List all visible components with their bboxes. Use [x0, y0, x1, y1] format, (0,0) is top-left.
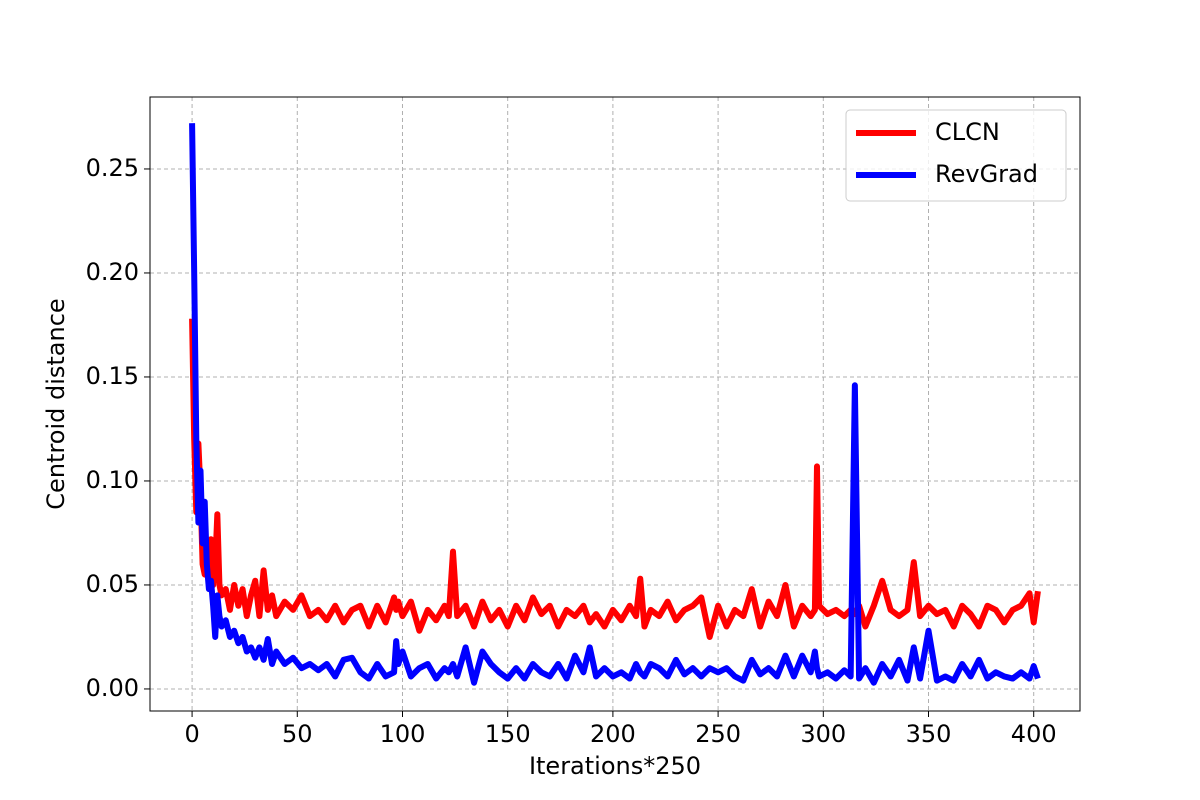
series-line: [189, 123, 1041, 686]
x-tick-label: 300: [800, 720, 846, 748]
legend-label: CLCN: [935, 118, 1000, 146]
series-line: [189, 318, 1041, 640]
y-tick-label: 0.20: [86, 258, 139, 286]
y-tick-label: 0.05: [86, 570, 139, 598]
x-tick-label: 50: [282, 720, 313, 748]
x-tick-label: 350: [906, 720, 952, 748]
x-tick-label: 150: [485, 720, 531, 748]
x-tick-label: 0: [184, 720, 199, 748]
plot-frame: [149, 96, 1081, 712]
y-tick-label: 0.00: [86, 674, 139, 702]
y-tick-label: 0.15: [86, 362, 139, 390]
legend-label: RevGrad: [935, 160, 1038, 188]
x-tick-label: 250: [695, 720, 741, 748]
x-tick-label: 400: [1011, 720, 1057, 748]
y-tick-label: 0.10: [86, 466, 139, 494]
x-tick-label: 200: [590, 720, 636, 748]
y-tick-label: 0.25: [86, 154, 139, 182]
x-tick-label: 100: [380, 720, 426, 748]
x-axis-label: Iterations*250: [529, 752, 701, 780]
y-axis-label: Centroid distance: [42, 298, 70, 509]
